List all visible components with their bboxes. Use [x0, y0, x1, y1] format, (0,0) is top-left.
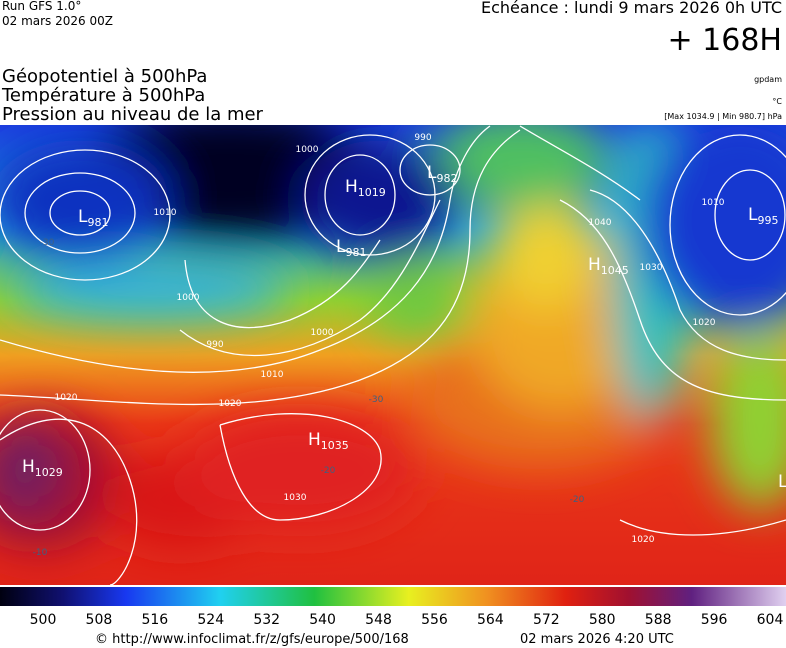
run: Run GFS 1.0° [2, 0, 81, 13]
pressure-center: L995 [748, 205, 778, 227]
pressure-center: H1019 [345, 177, 386, 199]
isobar-label: 990 [206, 340, 223, 350]
isobar-label: 1030 [640, 263, 663, 273]
pressure-center: L982 [427, 163, 457, 185]
colorbar-label: 508 [86, 612, 113, 628]
center-type: H [345, 177, 358, 197]
colorbar-label: 532 [253, 612, 280, 628]
temperature-label: -10 [33, 548, 48, 558]
center-type: L [336, 237, 346, 257]
colorbar-label: 548 [365, 612, 392, 628]
isobar-label: 1010 [154, 208, 177, 218]
center-type: L [427, 163, 437, 183]
pressure-center: L [778, 472, 786, 492]
colorbar-label: 564 [477, 612, 504, 628]
isobar-label: 1040 [589, 218, 612, 228]
title: Géopotentiel à 500hPa [2, 66, 207, 87]
center-type: H [588, 255, 601, 275]
isobar-label: 1020 [632, 535, 655, 545]
isobars [0, 125, 786, 586]
center-value: 981 [87, 216, 108, 229]
run-date: 02 mars 2026 00Z [2, 14, 113, 28]
center-value: 1029 [35, 466, 63, 479]
lead-time: + 168H [668, 23, 783, 58]
colorbar-label: 516 [141, 612, 168, 628]
colorbar-label: 500 [30, 612, 57, 628]
isobar-label: 1020 [55, 393, 78, 403]
colorbar-label: 540 [309, 612, 336, 628]
colorbar-label: 596 [701, 612, 728, 628]
center-value: 995 [757, 214, 778, 227]
temperature-label: -20 [570, 495, 585, 505]
center-value: 981 [345, 246, 366, 259]
pressure-center: H1045 [588, 255, 629, 277]
unit: gpdam [754, 75, 782, 84]
isobar-label: 1010 [702, 198, 725, 208]
center-value: 982 [436, 172, 457, 185]
temperature-field [0, 125, 786, 585]
isobar-label: 990 [414, 133, 431, 143]
colorbar [0, 587, 786, 606]
isobar-label: 1010 [261, 370, 284, 380]
center-type: L [78, 207, 88, 227]
isobar-label: 1000 [296, 145, 319, 155]
center-type: L [748, 205, 758, 225]
isobar-label: 1030 [284, 493, 307, 503]
pressure-center: L981 [336, 237, 366, 259]
center-type: H [308, 430, 321, 450]
temperature-label: -20 [321, 466, 336, 476]
colorbar-label: 604 [757, 612, 784, 628]
colorbar-label: 580 [589, 612, 616, 628]
unit: [Max 1034.9 | Min 980.7] hPa [664, 112, 782, 121]
colorbar-label: 572 [533, 612, 560, 628]
isobar-label: 1000 [311, 328, 334, 338]
center-value: 1035 [321, 439, 349, 452]
center-value: 1045 [601, 264, 629, 277]
forecast-time: Echéance : lundi 9 mars 2026 0h UTC [481, 0, 782, 17]
isobar-label: 1020 [693, 318, 716, 328]
colorbar-label: 556 [421, 612, 448, 628]
temperature-label: -30 [40, 238, 55, 248]
source: © http://www.infoclimat.fr/z/gfs/europe/… [95, 632, 409, 647]
center-value: 1019 [358, 186, 386, 199]
isobar-label: 1020 [219, 399, 242, 409]
isobar-label: 1000 [177, 293, 200, 303]
title: Pression au niveau de la mer [2, 104, 264, 125]
center-type: L [778, 472, 786, 492]
temperature-label: -30 [369, 395, 384, 405]
pressure-center: L981 [78, 207, 108, 229]
center-type: H [22, 457, 35, 477]
issued: 02 mars 2026 4:20 UTC [520, 632, 674, 647]
title: Température à 500hPa [1, 85, 205, 106]
unit: °C [772, 97, 782, 106]
pressure-center: H1035 [308, 430, 349, 452]
pressure-center: H1029 [22, 457, 63, 479]
colorbar-label: 524 [197, 612, 224, 628]
colorbar-label: 588 [645, 612, 672, 628]
